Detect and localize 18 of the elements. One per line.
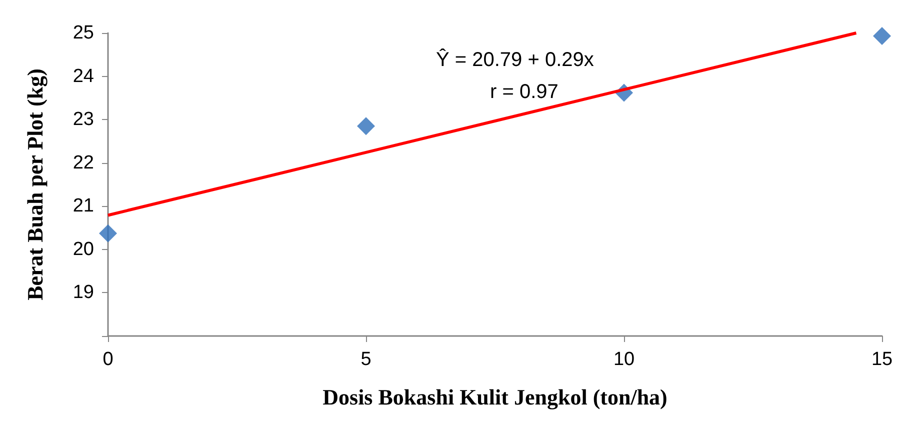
point: [873, 27, 891, 46]
x-tick-label: 0: [102, 349, 114, 370]
x-tick-label: 5: [360, 349, 372, 370]
y-tick-label: 20: [72, 238, 94, 260]
x-tick-label: 15: [871, 349, 893, 370]
x-tick-label: 10: [613, 349, 635, 370]
annotation: r = 0.97: [490, 81, 558, 103]
y-tick-label: 25: [72, 22, 94, 44]
y-tick-label: 23: [72, 109, 94, 130]
x-axis-title: Dosis Bokashi Kulit Jengkol (ton/ha): [322, 384, 668, 410]
y-tick-label: 22: [72, 152, 94, 174]
y-axis-title: Berat Buah per Plot (kg): [22, 68, 48, 300]
point: [357, 117, 375, 136]
y-tick-label: 19: [72, 282, 94, 304]
point: [99, 224, 117, 242]
annotation: Ŷ = 20.79 + 0.29x: [436, 48, 594, 71]
y-tick-label: 21: [72, 196, 94, 217]
y-tick-label: 24: [72, 66, 94, 87]
